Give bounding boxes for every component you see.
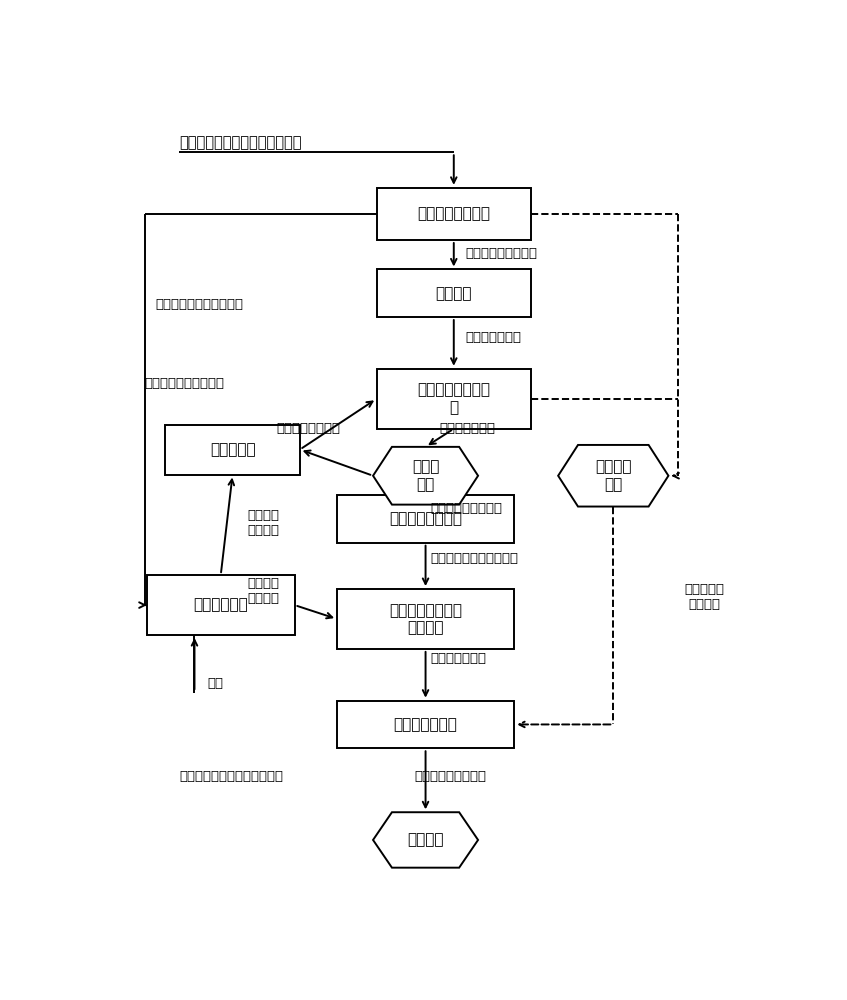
Text: 编码驱动器: 编码驱动器 (210, 442, 256, 457)
Text: 高速采样与输出: 高速采样与输出 (431, 652, 487, 666)
Text: 发射天线: 发射天线 (435, 286, 472, 301)
Text: 同步触发信号的频点切换: 同步触发信号的频点切换 (155, 298, 243, 311)
FancyBboxPatch shape (377, 269, 531, 317)
Text: 目标图像: 目标图像 (407, 832, 444, 847)
Text: 控制产生指定频率和带宽的信号: 控制产生指定频率和带宽的信号 (180, 136, 302, 151)
Text: 形成随机辐射场: 形成随机辐射场 (440, 422, 495, 435)
Text: 阵列非相干探测器: 阵列非相干探测器 (389, 511, 462, 526)
Text: 透射式编码孔径天
线: 透射式编码孔径天 线 (418, 383, 490, 415)
Text: 发射太赫兹波束: 发射太赫兹波束 (466, 331, 522, 344)
Text: 产生太赫兹发射信号: 产生太赫兹发射信号 (466, 247, 538, 260)
Text: 建立无相位
成像方程: 建立无相位 成像方程 (685, 583, 725, 611)
Text: 同步触发
采样输出: 同步触发 采样输出 (247, 577, 279, 605)
Text: 触发: 触发 (208, 677, 224, 690)
Text: 同步时钟模块: 同步时钟模块 (193, 598, 248, 613)
FancyBboxPatch shape (377, 188, 531, 240)
Text: 求解无相位成像方程: 求解无相位成像方程 (414, 770, 486, 783)
FancyBboxPatch shape (147, 575, 295, 635)
Text: 待成像
目标: 待成像 目标 (412, 460, 440, 492)
Text: 太赫兹雷达信号源: 太赫兹雷达信号源 (418, 206, 490, 221)
Polygon shape (373, 812, 478, 868)
Polygon shape (558, 445, 668, 507)
Text: 目标散射回太赫兹波: 目标散射回太赫兹波 (431, 502, 503, 515)
Text: 多通道高速采样与
输出模块: 多通道高速采样与 输出模块 (389, 603, 462, 635)
Text: 推演参考
信号: 推演参考 信号 (595, 460, 632, 492)
Polygon shape (373, 447, 478, 505)
FancyBboxPatch shape (337, 701, 514, 748)
FancyBboxPatch shape (377, 369, 531, 429)
Text: 加载随机调制编码方案: 加载随机调制编码方案 (144, 377, 224, 390)
FancyBboxPatch shape (337, 589, 514, 649)
Text: 控制与处理终端: 控制与处理终端 (394, 717, 457, 732)
FancyBboxPatch shape (165, 425, 300, 475)
FancyBboxPatch shape (337, 495, 514, 543)
Text: 随机调制太赫兹波: 随机调制太赫兹波 (277, 422, 340, 435)
Text: 参考信号与回波信号强度关联: 参考信号与回波信号强度关联 (180, 770, 284, 783)
Text: 同步触发
一组编码: 同步触发 一组编码 (247, 509, 279, 537)
Text: 接收回波信号的强度信息: 接收回波信号的强度信息 (431, 552, 519, 565)
